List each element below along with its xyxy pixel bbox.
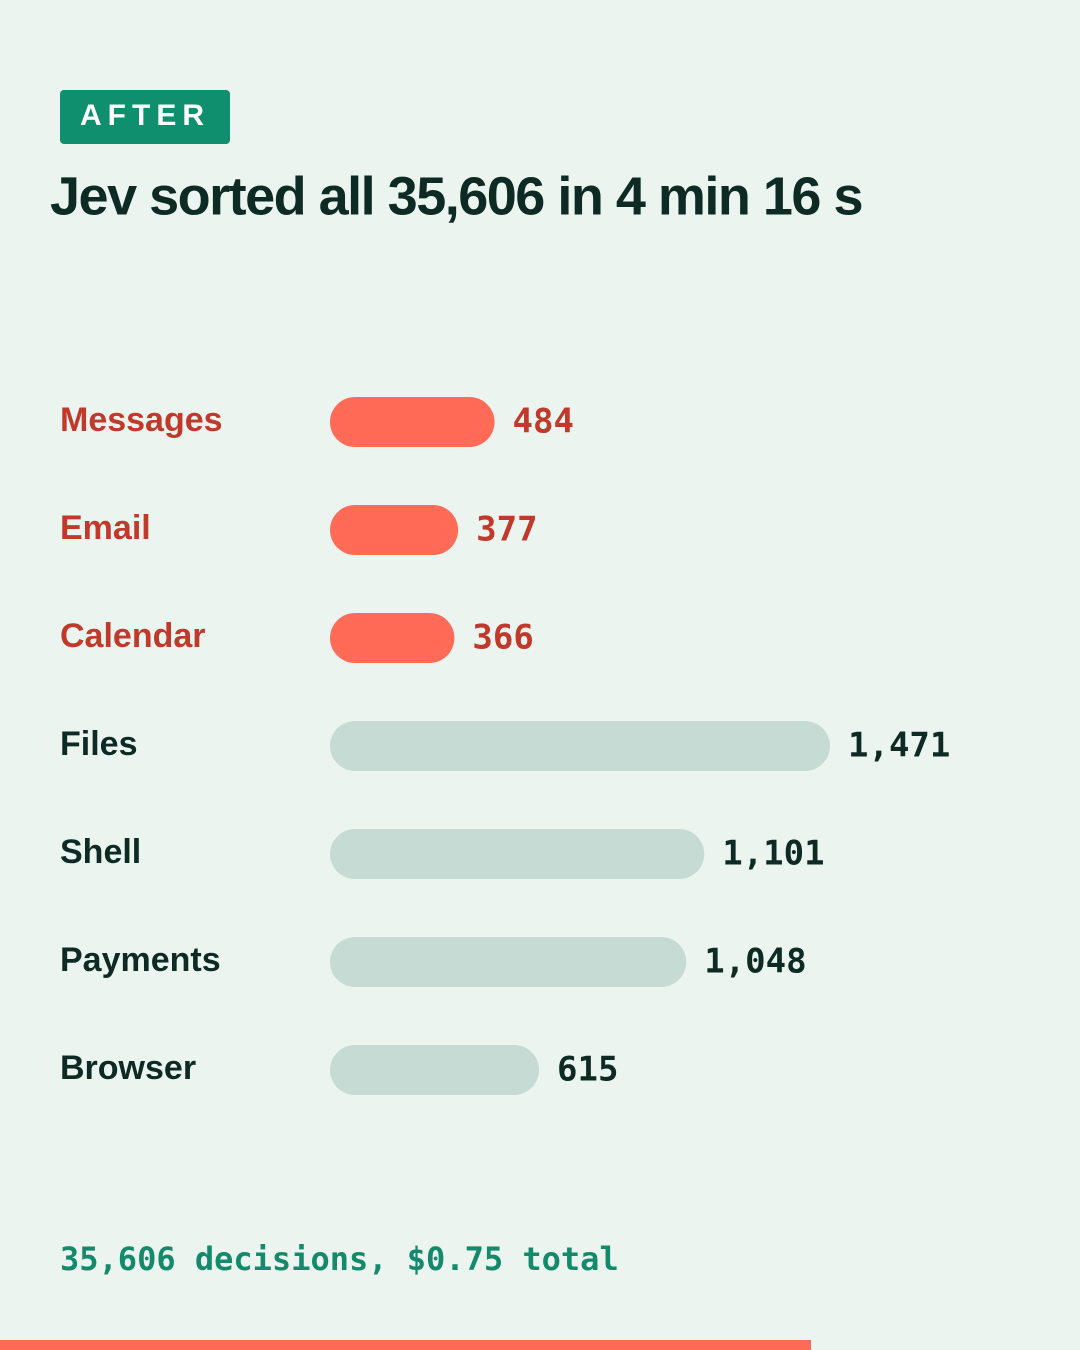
bar — [330, 721, 830, 771]
category-label: Messages — [60, 401, 223, 439]
bar — [330, 505, 459, 555]
category-label: Shell — [60, 833, 141, 871]
category-label: Payments — [60, 941, 221, 979]
footnote: 35,606 decisions, $0.75 total — [60, 1240, 619, 1278]
category-label: Calendar — [60, 617, 206, 655]
chart-title: Jev sorted all 35,606 in 4 min 16 s — [50, 166, 862, 226]
category-label: Email — [60, 509, 151, 547]
category-label: Browser — [60, 1049, 196, 1087]
value-label: 366 — [472, 618, 533, 658]
bar — [330, 829, 705, 879]
category-label: Files — [60, 725, 137, 763]
value-label: 1,101 — [722, 834, 824, 874]
bar — [330, 1045, 540, 1095]
value-label: 615 — [557, 1050, 618, 1090]
value-label: 1,471 — [848, 726, 950, 766]
progress-bar — [0, 1340, 811, 1350]
bar — [330, 937, 687, 987]
bar — [330, 397, 495, 447]
value-label: 377 — [476, 510, 537, 550]
badge-label: AFTER — [80, 99, 210, 132]
value-label: 484 — [513, 402, 574, 442]
bar — [330, 613, 455, 663]
value-label: 1,048 — [704, 942, 806, 982]
badge — [60, 90, 230, 144]
